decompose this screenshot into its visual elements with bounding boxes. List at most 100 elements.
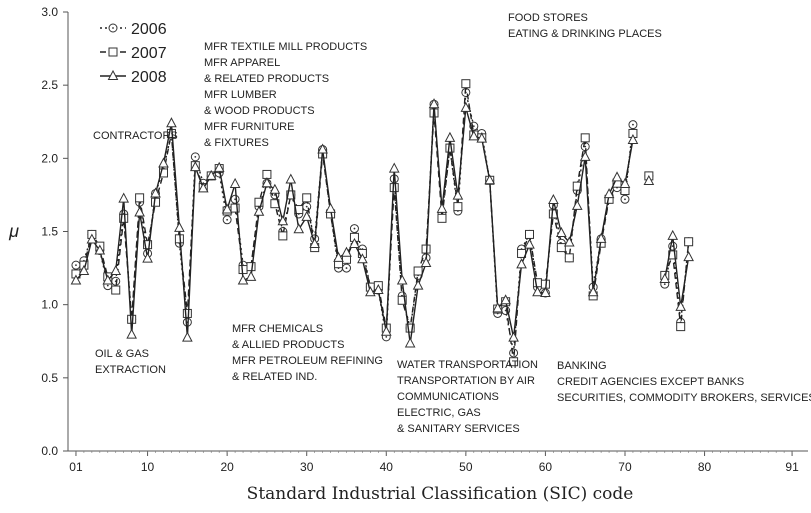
series-2008-point <box>118 192 130 203</box>
series-2008-point <box>524 238 535 249</box>
series-2007-point <box>453 202 463 212</box>
series-2006-point-dot <box>345 267 348 269</box>
y-tick-label: 2.0 <box>41 151 58 165</box>
series-2008-point <box>643 174 655 186</box>
x-tick-label: 91 <box>785 460 799 474</box>
series-2008-point <box>468 130 480 141</box>
series-2007-point <box>143 240 153 250</box>
annotation-text: CREDIT AGENCIES EXCEPT BANKS <box>557 376 744 388</box>
series-2008-point <box>556 226 567 237</box>
series-2006 <box>71 87 694 358</box>
series-2007-point <box>302 193 312 203</box>
series-2008-point <box>516 258 527 269</box>
y-axis-title: μ <box>8 221 19 241</box>
series-2007-point <box>119 213 129 223</box>
series-2008-point <box>444 131 456 142</box>
axes: 0.0 0.5 1.0 1.5 2.0 2.5 3.0 01 10 20 30 40 50 60 70 80 9… <box>41 5 808 474</box>
series-2008-point <box>189 161 201 172</box>
annotation-text: & RELATED PRODUCTS <box>204 73 329 85</box>
series-2008-point <box>667 229 679 240</box>
series-2008-point <box>182 331 193 342</box>
series-2007-point <box>572 181 582 191</box>
series-2008-point <box>579 150 591 161</box>
x-tick-label: 40 <box>380 460 394 474</box>
series-2008-point <box>476 132 488 143</box>
annotation-text: MFR FURNITURE <box>204 121 294 133</box>
annotation-text: SECURITIES, COMMODITY BROKERS, SERVICES <box>557 392 811 404</box>
series-2008-point <box>404 337 416 348</box>
series-2008-point <box>277 215 289 226</box>
series-2008-point <box>317 143 328 154</box>
y-tick-label: 1.5 <box>41 225 58 239</box>
series-2008-point <box>197 182 209 193</box>
y-tick-label: 2.5 <box>41 78 58 92</box>
series-2007 <box>71 79 694 367</box>
series-2008-point <box>142 252 153 263</box>
series-2007-point <box>397 295 407 305</box>
series-2007-point <box>437 213 447 223</box>
y-tick-label: 0.0 <box>41 444 58 458</box>
series-2007-point <box>556 243 566 253</box>
series-2007-point <box>182 308 192 318</box>
series-2008-point <box>325 202 336 213</box>
series-2008-point <box>428 98 440 109</box>
series-2007-point <box>230 203 240 213</box>
series-2006-point-dot <box>624 198 626 201</box>
series-2007-point <box>461 79 471 89</box>
series-2008-point <box>611 171 623 182</box>
series-2006-point-dot <box>385 335 388 338</box>
series-2007-point <box>111 285 121 295</box>
series-2006-point-dot <box>472 125 475 128</box>
series-2006-point-dot <box>273 194 276 196</box>
annotation-text: MFR PETROLEUM REFINING <box>232 355 383 367</box>
y-tick-label: 3.0 <box>41 5 58 19</box>
series-2008-point <box>333 251 344 262</box>
series-2008-point <box>484 174 496 185</box>
series-2007-point <box>286 190 296 200</box>
annotation-text: MFR CHEMICALS <box>232 323 323 335</box>
annotation-text: & FIXTURES <box>204 137 269 149</box>
annotation-text: FOOD STORES <box>508 12 588 24</box>
series-2008-point <box>372 283 384 295</box>
series-2006-point-dot <box>106 284 109 287</box>
series-2008-point <box>166 117 177 128</box>
series-2008-point <box>205 169 217 180</box>
series-2008-point <box>86 233 98 244</box>
legend-item-2006: 2006 <box>100 21 167 38</box>
series-2006-point-dot <box>234 198 236 201</box>
x-axis-title: Standard Industrial Classification (SIC)… <box>247 484 634 504</box>
series-2008-point <box>126 328 137 339</box>
series-2008-point <box>253 205 265 216</box>
y-tick-label: 1.0 <box>41 298 58 312</box>
series-2008-point <box>365 286 376 297</box>
series-2008-point <box>595 232 607 243</box>
annotation-text: WATER TRANSPORTATION <box>397 359 538 371</box>
x-tick-label: 80 <box>698 460 712 474</box>
annotation-text: ELECTRIC, GAS <box>397 407 481 419</box>
series-2008-point <box>78 264 90 276</box>
series-2008-point <box>603 188 615 199</box>
series-2006-point-dot <box>632 123 634 126</box>
annotation-text: & SANITARY SERVICES <box>397 423 520 435</box>
series-2007-point <box>580 133 590 143</box>
x-tick-label: 70 <box>618 460 632 474</box>
series-2008-point <box>548 193 559 205</box>
series-2008-point <box>174 221 185 232</box>
annotation-text: MFR APPAREL <box>204 57 280 69</box>
series-2008-point <box>412 279 424 290</box>
series-2008-point <box>357 253 368 264</box>
series-2008-point <box>627 133 639 145</box>
series-2008-point <box>237 274 249 285</box>
series-2008-point <box>261 177 273 188</box>
series-2007-point <box>151 197 161 207</box>
series-2008-point <box>436 202 448 213</box>
series-2008-point <box>659 272 671 284</box>
series-2008-point <box>532 286 543 297</box>
series-2007-point <box>445 143 455 153</box>
series-2008-point <box>396 274 408 285</box>
series-2008-point <box>213 161 225 172</box>
legend-item-2008: 2008 <box>100 69 167 86</box>
series-2008-point <box>388 162 400 173</box>
